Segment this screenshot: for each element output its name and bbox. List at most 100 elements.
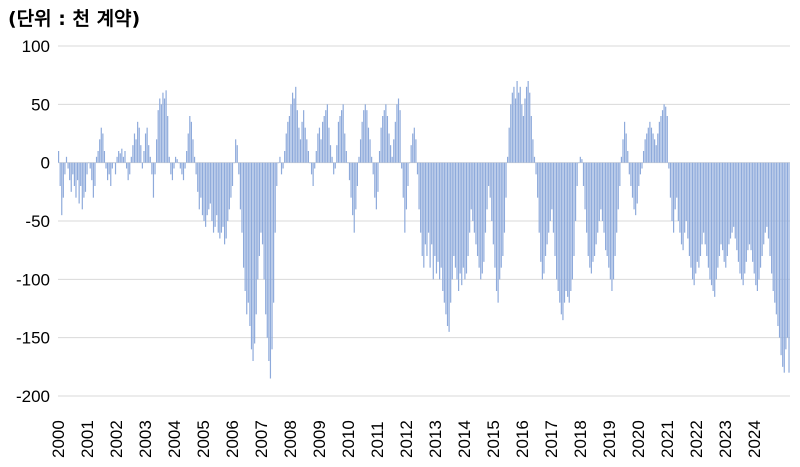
bar xyxy=(312,162,314,186)
bar xyxy=(682,162,684,251)
bar xyxy=(533,156,536,163)
bar xyxy=(684,162,686,233)
bar xyxy=(377,162,379,192)
bar xyxy=(491,162,493,221)
bar xyxy=(333,162,335,175)
bar xyxy=(774,162,776,303)
bar xyxy=(388,133,390,163)
x-tick-label: 2024 xyxy=(745,420,764,458)
bar xyxy=(168,156,170,163)
bar xyxy=(73,162,75,186)
bar xyxy=(290,104,292,163)
bar xyxy=(728,162,730,245)
bar xyxy=(100,127,102,163)
bar xyxy=(478,162,480,268)
bar xyxy=(350,162,352,198)
bar xyxy=(216,162,218,216)
bar xyxy=(138,127,140,163)
unit-label: (단위 : 천 계약) xyxy=(8,8,141,30)
x-tick-label: 2017 xyxy=(542,420,561,458)
bar xyxy=(285,133,287,163)
bar xyxy=(174,156,177,163)
bar xyxy=(209,162,211,204)
bar xyxy=(81,162,83,210)
bar xyxy=(233,162,235,164)
bar xyxy=(597,162,599,233)
x-tick-label: 2013 xyxy=(426,420,445,458)
bar xyxy=(454,162,457,268)
bar xyxy=(359,139,362,163)
bar xyxy=(342,104,344,163)
bar xyxy=(698,162,700,268)
bar xyxy=(211,162,213,221)
bar xyxy=(544,162,547,256)
bar xyxy=(691,162,694,280)
x-tick-label: 2005 xyxy=(194,420,213,458)
bar xyxy=(527,81,529,163)
bar xyxy=(421,162,423,256)
bar xyxy=(399,110,401,163)
bar xyxy=(363,110,365,163)
bar xyxy=(122,156,125,163)
bar xyxy=(341,110,343,163)
bar xyxy=(130,156,132,163)
bar xyxy=(401,162,403,169)
bar xyxy=(680,162,683,245)
bar xyxy=(718,162,721,256)
bar xyxy=(511,92,513,163)
bar xyxy=(179,162,181,169)
bar xyxy=(609,162,611,280)
bar xyxy=(627,151,629,163)
x-tick-label: 2003 xyxy=(136,420,155,458)
bar xyxy=(573,162,575,256)
bar xyxy=(208,162,210,210)
y-tick-label: -150 xyxy=(16,329,50,348)
bar xyxy=(404,162,406,233)
bar xyxy=(296,110,298,163)
bar xyxy=(195,162,197,175)
bar xyxy=(437,162,439,262)
bar xyxy=(655,145,657,163)
bar xyxy=(378,151,381,163)
bar xyxy=(118,151,120,163)
bar xyxy=(554,162,556,256)
bar xyxy=(83,162,85,198)
bar xyxy=(323,116,325,163)
bar xyxy=(198,162,200,210)
bar xyxy=(165,90,167,163)
bar xyxy=(500,162,502,268)
bar xyxy=(424,162,426,245)
bar xyxy=(353,162,355,233)
bar xyxy=(249,162,251,326)
bar xyxy=(393,139,395,163)
bar xyxy=(220,162,223,233)
bar xyxy=(157,110,159,163)
bar xyxy=(192,139,194,163)
bar xyxy=(178,162,180,164)
bar xyxy=(685,162,687,221)
bar xyxy=(277,162,279,164)
bar xyxy=(385,104,387,163)
bar xyxy=(744,162,746,274)
bar xyxy=(484,162,487,233)
bar xyxy=(132,145,134,163)
bar xyxy=(261,162,264,245)
bar xyxy=(439,162,441,280)
bar xyxy=(764,162,766,233)
bar xyxy=(635,162,637,216)
bar xyxy=(486,162,488,210)
bar xyxy=(371,156,373,163)
x-tick-label: 2007 xyxy=(252,420,271,458)
bar xyxy=(266,162,268,338)
bar xyxy=(592,162,594,262)
bar xyxy=(657,133,659,163)
bar xyxy=(97,151,99,163)
bar xyxy=(666,116,668,163)
bar xyxy=(412,133,414,163)
bar xyxy=(212,162,215,233)
bar xyxy=(317,133,319,163)
bar xyxy=(407,162,409,186)
bar xyxy=(782,162,784,367)
bar xyxy=(314,162,316,169)
bar xyxy=(766,162,768,227)
